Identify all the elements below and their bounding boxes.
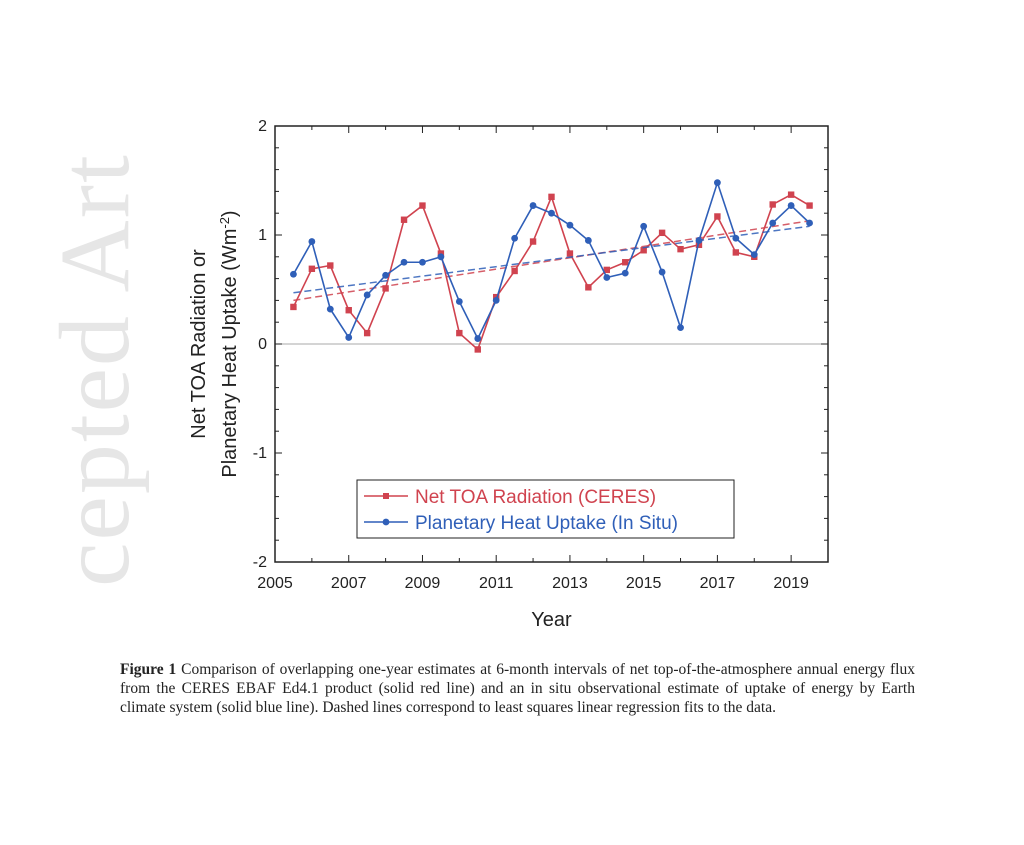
x-tick-label: 2009 bbox=[405, 575, 441, 592]
data-point bbox=[474, 335, 482, 342]
data-point bbox=[640, 247, 647, 254]
x-tick-label: 2011 bbox=[479, 575, 514, 592]
legend: Net TOA Radiation (CERES) Planetary Heat … bbox=[356, 479, 735, 539]
data-point bbox=[677, 245, 684, 253]
series-net-toa bbox=[290, 191, 813, 353]
series-heat-uptake bbox=[290, 179, 813, 342]
data-point bbox=[382, 285, 389, 292]
data-point bbox=[584, 237, 592, 244]
data-point bbox=[714, 213, 721, 220]
data-point bbox=[400, 216, 408, 223]
data-point bbox=[787, 191, 795, 198]
y-axis-label-line2: Planetary Heat Uptake (Wm-2) bbox=[217, 210, 241, 477]
y-tick-label: -1 bbox=[253, 445, 267, 462]
data-point bbox=[308, 238, 316, 245]
data-point bbox=[695, 237, 703, 244]
data-point bbox=[769, 219, 777, 227]
data-point bbox=[750, 251, 758, 259]
data-point bbox=[566, 221, 574, 229]
trend-line bbox=[293, 225, 810, 294]
y-tick-label: -2 bbox=[253, 554, 267, 571]
caption-label: Figure 1 bbox=[120, 661, 177, 678]
caption-text: Comparison of overlapping one-year estim… bbox=[120, 661, 915, 716]
data-point bbox=[456, 329, 463, 337]
data-point bbox=[400, 258, 408, 266]
legend-label: Net TOA Radiation (CERES) bbox=[415, 487, 656, 508]
legend-label: Planetary Heat Uptake (In Situ) bbox=[415, 513, 678, 534]
data-point bbox=[511, 267, 518, 275]
data-point bbox=[603, 274, 611, 281]
data-point bbox=[492, 297, 500, 304]
data-point bbox=[806, 202, 813, 209]
data-point bbox=[806, 219, 813, 227]
y-axis-label-line1: Net TOA Radiation or bbox=[188, 249, 210, 439]
data-point bbox=[290, 303, 297, 311]
data-point bbox=[622, 259, 629, 266]
data-point bbox=[290, 270, 297, 278]
data-point bbox=[327, 262, 334, 269]
y-tick-label: 1 bbox=[258, 227, 267, 244]
chart: 2005 2007 2009 2011 2013 2015 2017 2019 -2 -1 0 1 2 Y… bbox=[188, 118, 829, 631]
x-tick-label: 2013 bbox=[552, 575, 588, 592]
data-point bbox=[455, 298, 463, 305]
data-point bbox=[529, 202, 537, 209]
data-point bbox=[621, 269, 629, 277]
data-point bbox=[437, 253, 445, 261]
data-point bbox=[769, 201, 776, 208]
legend-box bbox=[356, 479, 735, 539]
data-point bbox=[363, 329, 371, 337]
trend-line bbox=[293, 220, 810, 302]
y-tick-label: 2 bbox=[258, 118, 267, 135]
data-point bbox=[677, 324, 684, 332]
data-point bbox=[603, 266, 610, 274]
data-point bbox=[326, 305, 334, 313]
legend-marker bbox=[383, 493, 389, 499]
data-point bbox=[419, 258, 426, 266]
x-tick-label: 2017 bbox=[700, 575, 736, 592]
data-point bbox=[695, 241, 703, 249]
x-tick-label: 2005 bbox=[257, 575, 293, 592]
data-point bbox=[419, 202, 426, 209]
x-tick-label: 2015 bbox=[626, 575, 662, 592]
data-point bbox=[732, 234, 740, 242]
y-tick-label: 0 bbox=[258, 336, 267, 353]
data-point bbox=[529, 238, 537, 245]
data-point bbox=[787, 202, 795, 209]
data-point bbox=[658, 229, 666, 237]
data-point bbox=[363, 291, 371, 299]
data-point bbox=[345, 307, 352, 314]
data-point bbox=[474, 346, 481, 353]
data-point bbox=[658, 268, 666, 276]
data-point bbox=[585, 284, 592, 291]
data-point bbox=[732, 249, 740, 256]
figure-caption: Figure 1 Comparison of overlapping one-y… bbox=[120, 660, 915, 717]
data-point bbox=[382, 271, 389, 279]
data-point bbox=[714, 179, 721, 187]
legend-marker bbox=[382, 518, 390, 526]
series-line bbox=[292, 180, 811, 341]
x-axis-label: Year bbox=[531, 609, 572, 631]
x-tick-label: 2019 bbox=[773, 575, 809, 592]
data-point bbox=[308, 265, 316, 272]
x-tick-label: 2007 bbox=[331, 575, 367, 592]
series-line bbox=[292, 193, 810, 351]
data-point bbox=[548, 209, 555, 217]
data-point bbox=[511, 234, 519, 242]
data-point bbox=[640, 222, 648, 230]
data-point bbox=[345, 334, 353, 341]
data-point bbox=[566, 250, 574, 257]
data-point bbox=[548, 193, 555, 201]
